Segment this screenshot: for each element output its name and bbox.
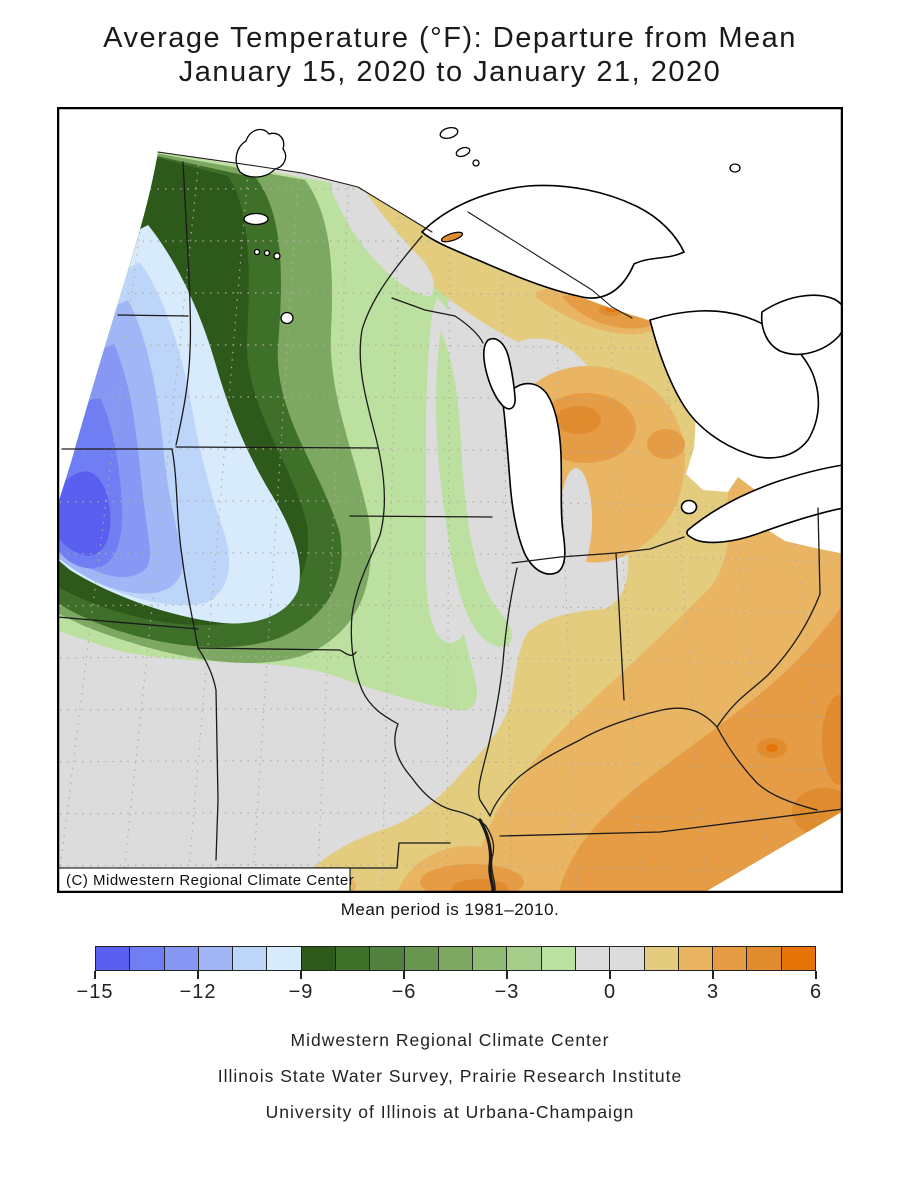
state-borders: [57, 151, 843, 892]
border-oh-pa: [817, 507, 821, 595]
footer-org-line2: Illinois State Water Survey, Prairie Res…: [217, 1066, 683, 1086]
colorbar-tick-label: 6: [809, 981, 823, 1003]
colorbar-cell: [300, 947, 335, 970]
map-frame-border: [57, 107, 843, 893]
colorbar-cell: [506, 947, 541, 970]
red-lake: [243, 212, 269, 226]
border-mn-west: [175, 161, 192, 446]
colorbar-tick: [403, 971, 405, 979]
colorbar-cell: [746, 947, 781, 970]
lake-michigan: [502, 382, 566, 575]
colorbar-cell: [540, 947, 575, 970]
page-title-line1: Average Temperature (°F): Departure from…: [103, 22, 797, 54]
rainy-lake: [439, 126, 459, 140]
border-mississippi-river: [350, 235, 496, 891]
colorbar-cell: [677, 947, 713, 970]
colorbar-cell: [232, 947, 267, 970]
colorbar-cell: [780, 947, 815, 970]
lake-erie: [686, 464, 843, 544]
colorbar-tick-label: −6: [391, 981, 417, 1003]
colorbar-cell: [96, 947, 130, 970]
colorbar-tick: [609, 971, 611, 979]
colorbar-tick-label: 0: [603, 981, 617, 1003]
colorbar-tick: [197, 971, 199, 979]
border-in-oh: [615, 552, 625, 701]
copyright-text: (C) Midwestern Regional Climate Center: [66, 872, 354, 889]
colorbar-tick-label: −12: [179, 981, 217, 1003]
border-ky-tn: [499, 808, 843, 837]
border-ky-wv: [716, 726, 818, 811]
colorbar-cell: [609, 947, 644, 970]
map-panel: (C) Midwestern Regional Climate Center: [57, 107, 843, 893]
border-wi-il: [349, 515, 493, 518]
great-lakes: [235, 126, 843, 575]
lake-superior: [420, 184, 686, 299]
border-canada-superior: [467, 211, 633, 319]
border-nd-sd: [117, 314, 189, 317]
colorbar-cell: [369, 947, 404, 970]
border-mn-ia: [175, 446, 379, 449]
border-missouri-river: [171, 448, 199, 649]
ontario-lake: [729, 163, 741, 173]
colorbar-cell: [129, 947, 164, 970]
colorbar-tick-label: −9: [288, 981, 314, 1003]
border-il-in: [478, 567, 518, 817]
colorbar: [95, 946, 816, 971]
border-us-canada: [157, 151, 433, 233]
colorbar-tick: [712, 971, 714, 979]
page-title-line2: January 15, 2020 to January 21, 2020: [178, 56, 722, 88]
colorbar-tick-label: −3: [494, 981, 520, 1003]
temperature-departure-map: (C) Midwestern Regional Climate Center: [57, 107, 843, 893]
green-bay: [482, 338, 516, 410]
colorbar-cell: [334, 947, 370, 970]
mean-period-note: Mean period is 1981–2010.: [340, 900, 560, 919]
mille-lacs-lake: [280, 311, 294, 325]
border-ks-mo: [197, 647, 219, 861]
colorbar-ticks: −15 −12 −9 −6 −3 0 3 6: [77, 971, 821, 1011]
river-mississippi-thick: [478, 818, 495, 892]
footer-org-line3: University of Illinois at Urbana-Champai…: [265, 1102, 635, 1122]
colorbar-cell: [403, 947, 438, 970]
colorbar-cell: [643, 947, 678, 970]
colorbar-cell: [712, 947, 747, 970]
border-ia-mo: [197, 647, 357, 656]
footer-org-line1: Midwestern Regional Climate Center: [290, 1030, 610, 1050]
colorbar-cell: [437, 947, 473, 970]
colorbar-tick: [94, 971, 96, 979]
colorbar-tick: [300, 971, 302, 979]
isle-royale: [440, 231, 464, 243]
colorbar-tick-label: 3: [706, 981, 720, 1003]
colorbar-cell: [266, 947, 301, 970]
border-wi-mi: [391, 297, 484, 344]
lake-st-clair: [680, 499, 698, 515]
colorbar-cell: [472, 947, 507, 970]
border-ne-ks: [57, 616, 199, 630]
colorbar-cell: [163, 947, 198, 970]
colorbar-cell: [574, 947, 610, 970]
border-ohio-river: [489, 593, 821, 817]
colorbar-tick: [506, 971, 508, 979]
colorbar-tick-label: −15: [76, 981, 114, 1003]
colorbar-cell: [197, 947, 233, 970]
georgian-bay: [760, 294, 843, 356]
colorbar-tick: [815, 971, 817, 979]
copyright-box: (C) Midwestern Regional Climate Center: [57, 867, 354, 893]
